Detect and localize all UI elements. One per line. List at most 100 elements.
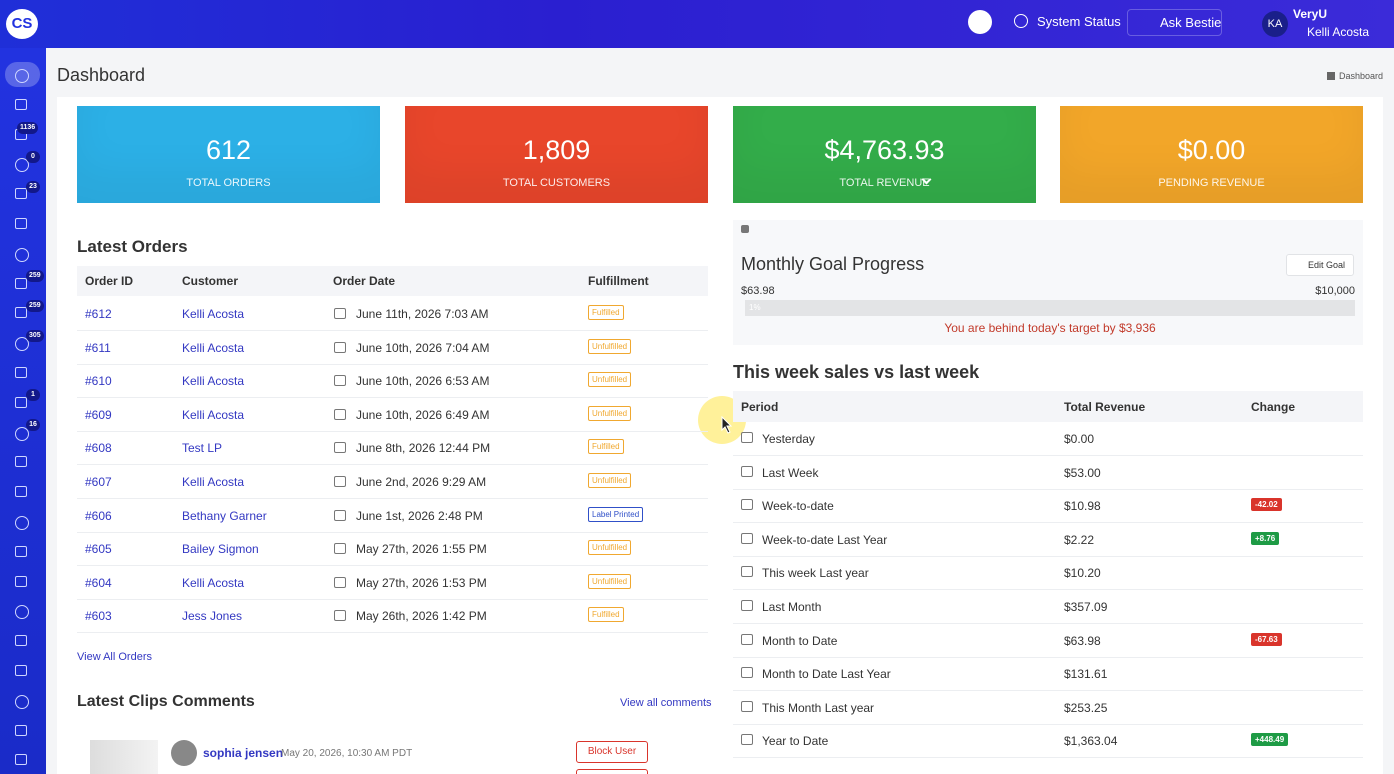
comment-date: May 20, 2026, 10:30 AM PDT (281, 748, 413, 759)
stat-card: 1,809 TOTAL CUSTOMERS (405, 106, 708, 203)
customer-link[interactable]: Kelli Acosta (182, 307, 245, 321)
order-date: May 27th, 2026 1:55 PM (356, 542, 487, 557)
order-date: June 11th, 2026 7:03 AM (356, 307, 489, 321)
row-divider (77, 430, 708, 432)
column-header: Period (741, 400, 779, 414)
order-id[interactable]: #607 (85, 475, 112, 489)
nav-icon (15, 456, 27, 468)
row-divider (733, 522, 1363, 524)
order-id[interactable]: #605 (85, 542, 112, 557)
stat-card: 612 TOTAL ORDERS (77, 106, 380, 203)
nav-icon (15, 665, 27, 676)
change-badge: -42.02 (1251, 498, 1282, 512)
breadcrumb[interactable]: Dashboard (1339, 71, 1384, 81)
row-divider (77, 363, 708, 365)
nav-badge: 1136 (17, 122, 39, 134)
period: Month to Date (762, 633, 838, 648)
order-id[interactable]: #610 (85, 374, 112, 389)
order-id[interactable]: #612 (85, 307, 112, 321)
status-badge: Unfulfilled (588, 540, 632, 556)
goal-bar-label: 1% (749, 303, 761, 312)
row-divider (733, 589, 1363, 591)
block-user-button[interactable]: Block User (576, 741, 648, 763)
customer-link[interactable]: Jess Jones (182, 609, 243, 624)
order-id[interactable]: #603 (85, 609, 112, 624)
revenue: $10.20 (1064, 566, 1101, 581)
user-name[interactable]: Kelli Acosta (1307, 25, 1370, 39)
page-title: Dashboard (57, 65, 146, 85)
calendar-icon (741, 566, 753, 578)
avatar[interactable]: KA (1262, 11, 1288, 37)
clip-thumbnail (90, 740, 158, 774)
nav-icon (15, 98, 27, 110)
order-id[interactable]: #609 (85, 407, 112, 422)
row-divider (733, 455, 1363, 456)
status-badge: Fulfilled (588, 607, 624, 623)
change-badge: -67.63 (1251, 632, 1282, 646)
customer-link[interactable]: Bethany Garner (182, 508, 267, 523)
goal-message: You are behind today's target by $3,936 (944, 321, 1156, 335)
nav-icon (15, 247, 29, 262)
calendar-icon (741, 633, 753, 645)
period: Year to Date (762, 734, 829, 749)
commenter-name[interactable]: sophia jensen (203, 746, 284, 760)
column-header: Order ID (85, 274, 134, 288)
customer-link[interactable]: Kelli Acosta (182, 340, 245, 355)
nav-icon (15, 277, 27, 289)
calendar-icon (741, 432, 753, 443)
period: Month to Date Last Year (762, 667, 891, 682)
calendar-icon (334, 509, 346, 521)
system-status[interactable]: System Status (1037, 14, 1121, 29)
row-divider (733, 656, 1363, 658)
status-badge: Fulfilled (588, 305, 624, 320)
theme-toggle[interactable] (968, 10, 992, 34)
status-badge: Unfulfilled (588, 573, 632, 589)
customer-link[interactable]: Kelli Acosta (182, 407, 245, 422)
calendar-icon (334, 576, 346, 588)
view-all-comments[interactable]: View all comments (620, 697, 712, 709)
order-id[interactable]: #608 (85, 441, 112, 456)
row-divider (733, 757, 1363, 759)
order-date: June 10th, 2026 6:53 AM (356, 374, 490, 389)
revenue: $63.98 (1064, 633, 1101, 648)
ask-bestie-button[interactable] (1127, 9, 1222, 36)
customer-link[interactable]: Test LP (182, 441, 223, 456)
nav-badge: 305 (26, 330, 44, 342)
customer-link[interactable]: Kelli Acosta (182, 575, 245, 590)
order-id[interactable]: #604 (85, 575, 112, 590)
ask-bestie[interactable]: Ask Bestie (1160, 15, 1222, 30)
order-id[interactable]: #606 (85, 508, 112, 523)
customer-link[interactable]: Kelli Acosta (182, 475, 245, 489)
column-header: Customer (182, 274, 239, 288)
nav-icon (15, 426, 29, 441)
nav-icon (15, 724, 27, 736)
status-badge: Label Printed (588, 506, 644, 522)
stat-label: TOTAL CUSTOMERS (502, 177, 611, 189)
customer-link[interactable]: Kelli Acosta (182, 374, 245, 389)
change-badge: +8.76 (1251, 531, 1280, 545)
nav-badge: 1 (26, 389, 40, 401)
commenter-avatar (171, 740, 197, 766)
period: Week-to-date Last Year (762, 532, 888, 547)
edit-goal-button[interactable]: Edit Goal (1286, 254, 1354, 276)
nav-badge: 259 (26, 300, 44, 312)
status-badge: Unfulfilled (588, 405, 632, 421)
nav-icon (15, 516, 29, 530)
view-all-orders[interactable]: View All Orders (77, 651, 152, 663)
order-id[interactable]: #611 (85, 340, 111, 355)
breadcrumb-icon (1327, 72, 1335, 80)
logo: CS (6, 9, 38, 39)
calendar-icon (334, 543, 346, 555)
nav-icon (15, 337, 29, 352)
revenue: $10.98 (1064, 499, 1101, 514)
stat-value: $4,763.93 (824, 135, 945, 165)
calendar-icon (334, 476, 346, 487)
calendar-icon (334, 375, 346, 387)
stat-card[interactable]: $4,763.93 TOTAL REVENUE (733, 106, 1036, 203)
customer-link[interactable]: Bailey Sigmon (182, 542, 259, 557)
nav-icon (15, 396, 27, 408)
org-name[interactable]: VeryU (1293, 7, 1328, 21)
stat-label: TOTAL ORDERS (186, 177, 271, 189)
nav-icon (15, 545, 27, 557)
